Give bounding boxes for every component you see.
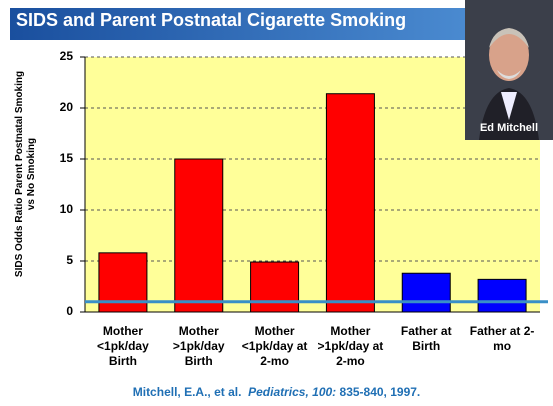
x-tick-label: Mother <1pk/day Birth	[97, 324, 149, 368]
y-tick-label: 20	[60, 100, 74, 114]
bar	[477, 278, 527, 313]
x-tick-label: Mother <1pk/day at 2-mo	[241, 324, 308, 368]
bar	[401, 272, 451, 313]
source-author: Mitchell, E.A., et al.	[132, 385, 242, 399]
plot-area	[85, 57, 540, 312]
y-tick-label: 5	[66, 253, 73, 267]
y-tick-label: 25	[60, 49, 74, 63]
y-tick-label: 0	[66, 304, 73, 318]
photo-caption: Ed Mitchell	[479, 122, 539, 134]
bar	[325, 93, 375, 313]
chart-title: SIDS and Parent Postnatal Cigarette Smok…	[16, 10, 407, 30]
bar	[250, 261, 300, 313]
x-tick-label: Mother >1pk/day at 2-mo	[317, 324, 384, 368]
title-bar	[10, 8, 465, 40]
photo: Ed Mitchell	[465, 0, 553, 140]
y-tick-label: 15	[60, 151, 74, 165]
bar	[174, 158, 224, 313]
x-tick-label: Mother >1pk/day Birth	[172, 324, 225, 368]
x-tick-label: Father at Birth	[400, 324, 452, 353]
source-journal: Pediatrics, 100:	[248, 385, 337, 399]
x-tick-label: Father at 2-mo	[469, 324, 535, 353]
source: Mitchell, E.A., et al. Pediatrics, 100: …	[0, 385, 553, 399]
portrait	[465, 0, 553, 140]
y-axis-label: SIDS Odds Ratio Parent Postnatal Smoking…	[14, 70, 37, 278]
y-tick-label: 10	[60, 202, 74, 216]
source-pages: 835-840, 1997.	[339, 385, 421, 399]
